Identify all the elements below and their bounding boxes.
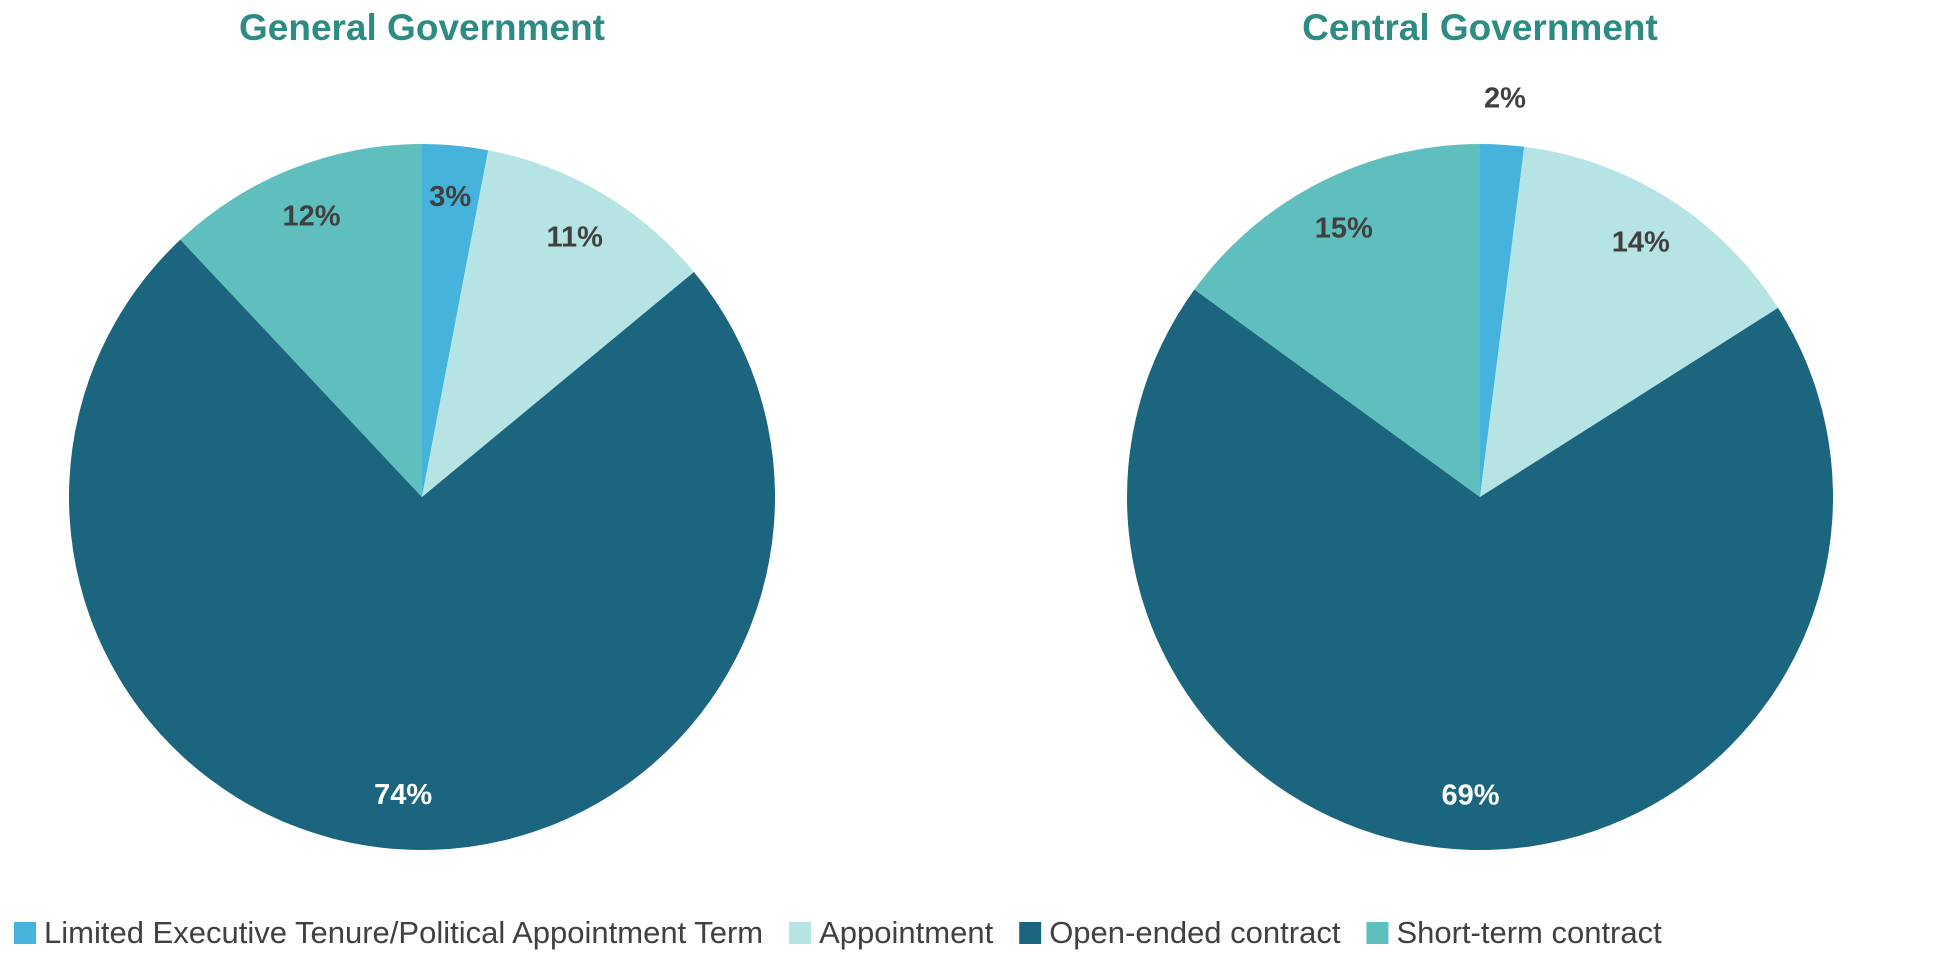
legend-swatch	[14, 922, 36, 944]
data-label: 69%	[1442, 780, 1500, 812]
pie-slice	[180, 144, 422, 497]
data-label: 11%	[547, 221, 604, 253]
pie-slice	[1127, 289, 1833, 850]
data-label: 2%	[1484, 82, 1526, 114]
pie-slice	[1480, 146, 1779, 497]
pie-slice	[422, 150, 694, 497]
data-label: 14%	[1612, 226, 1670, 258]
pie-slice	[68, 239, 775, 851]
pie-slice	[422, 144, 489, 497]
data-label: 3%	[429, 181, 471, 213]
pie-slice	[1480, 144, 1525, 497]
legend-label: Limited Executive Tenure/Political Appoi…	[44, 915, 763, 950]
data-label: 15%	[1315, 212, 1373, 244]
chart-title: General Government	[239, 7, 605, 48]
legend-label: Open-ended contract	[1049, 915, 1341, 950]
data-label: 74%	[374, 779, 432, 811]
legend-swatch	[1019, 922, 1042, 944]
data-label: 12%	[283, 201, 341, 233]
legend-label: Short-term contract	[1396, 915, 1662, 950]
legend-swatch	[1366, 922, 1389, 944]
pie-slice	[1194, 144, 1480, 497]
chart-title: Central Government	[1302, 7, 1658, 48]
legend-label: Appointment	[819, 915, 993, 950]
legend: Limited Executive Tenure/Political Appoi…	[14, 915, 1662, 950]
legend-swatch	[789, 922, 812, 944]
